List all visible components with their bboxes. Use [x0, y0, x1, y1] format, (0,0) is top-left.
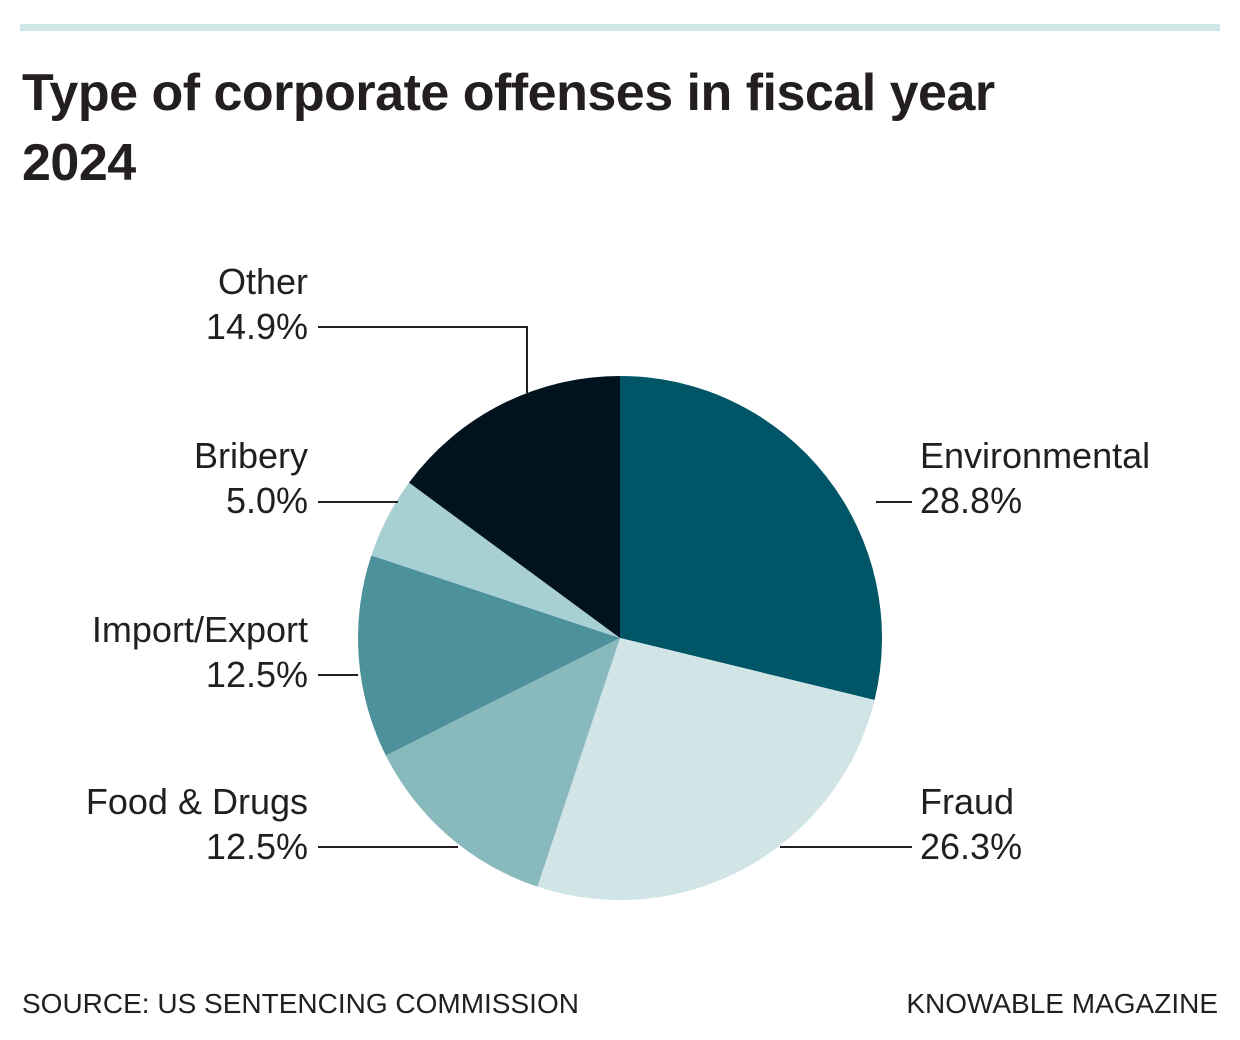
pie-slice — [620, 376, 882, 700]
source: SOURCE: US SENTENCING COMMISSION — [22, 988, 579, 1019]
chart-title: Type of corporate offenses in fiscal yea… — [22, 64, 995, 192]
top-bar — [20, 24, 1220, 31]
slice-name: Other — [218, 261, 308, 302]
pie-slice — [409, 376, 620, 638]
slice-name: Import/Export — [92, 609, 308, 650]
slice-name: Bribery — [194, 435, 308, 476]
slice-name: Fraud — [920, 781, 1014, 822]
slice-value: 12.5% — [206, 654, 308, 695]
slice-value: 28.8% — [920, 480, 1022, 521]
slice-value: 26.3% — [920, 826, 1022, 867]
pie-slice — [358, 555, 620, 756]
slice-value: 5.0% — [226, 480, 308, 521]
slice-name: Food & Drugs — [86, 781, 308, 822]
pie-slice — [385, 638, 620, 887]
slice-value: 14.9% — [206, 306, 308, 347]
pie-slice — [537, 638, 875, 900]
leader-line — [318, 326, 528, 393]
slice-name: Environmental — [920, 435, 1150, 476]
credit: KNOWABLE MAGAZINE — [906, 988, 1218, 1019]
pie-slice — [371, 482, 620, 638]
slice-value: 12.5% — [206, 826, 308, 867]
